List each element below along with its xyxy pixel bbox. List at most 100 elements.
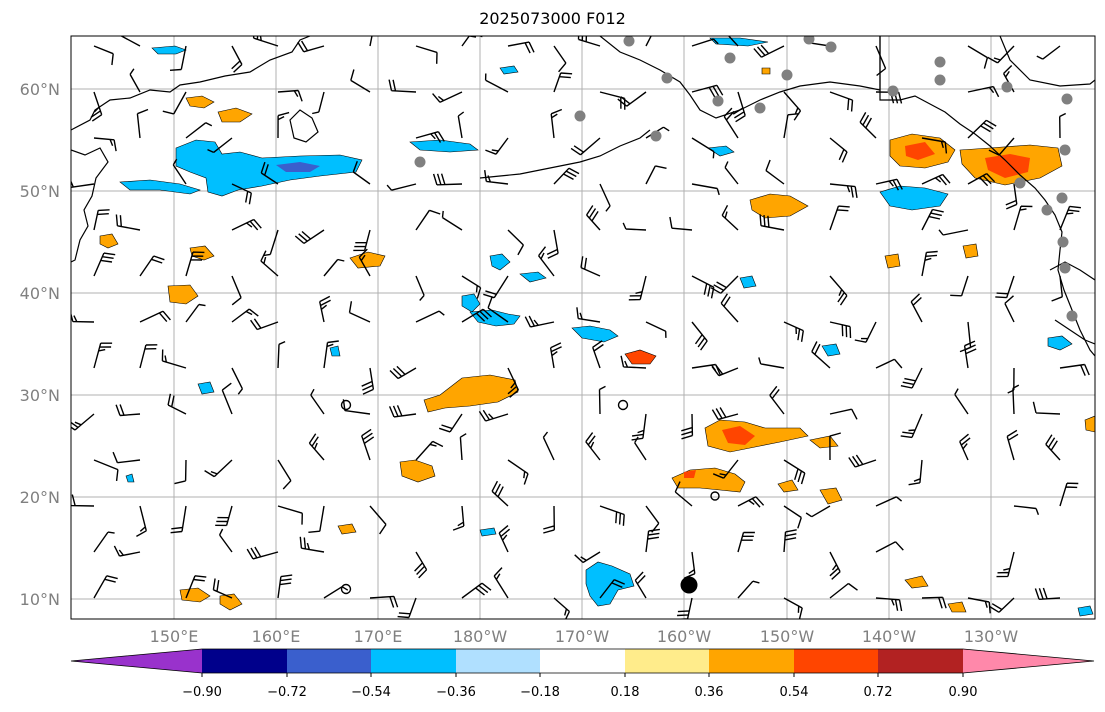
wind-barb: [758, 357, 785, 369]
wind-barb: [218, 528, 233, 553]
wind-barb: [910, 293, 923, 323]
wind-barb: [185, 122, 213, 139]
wind-barb: [294, 229, 325, 244]
wind-barb: [553, 72, 573, 93]
wind-barb: [386, 183, 417, 191]
lon-label: 180°W: [453, 627, 508, 646]
wind-barb: [599, 183, 611, 212]
wind-barb: [1059, 363, 1090, 376]
wind-barb: [461, 275, 482, 299]
wind-barb: [323, 340, 339, 369]
wind-barb: [485, 137, 509, 155]
lon-label: 170°E: [354, 627, 403, 646]
colorbar: [70, 648, 1095, 677]
wind-barb: [783, 505, 802, 529]
wind-barb: [967, 172, 996, 187]
wind-barb: [875, 91, 903, 104]
latitude-labels: 10°N 20°N 30°N 40°N 50°N 60°N: [20, 80, 60, 609]
wind-barb: [592, 340, 604, 369]
wind-barb: [185, 251, 205, 277]
wind-barb: [507, 41, 535, 54]
colorbar-tick-label: 0.36: [695, 685, 724, 700]
wind-barb: [231, 183, 252, 205]
wind-barb: [93, 252, 116, 277]
wind-barb: [769, 385, 785, 415]
wind-barb: [487, 296, 509, 323]
wind-barb: [676, 597, 693, 619]
wind-barb: [921, 208, 944, 231]
wind-barb: [389, 365, 417, 380]
wind-barb: [484, 73, 509, 93]
wind-barb: [388, 405, 417, 418]
wind-barb: [570, 137, 601, 156]
wind-barb: [829, 408, 858, 420]
wind-barb: [139, 310, 171, 323]
wind-barb: [691, 275, 715, 299]
wind-barb: [921, 250, 938, 277]
field-shading: [99, 37, 1095, 617]
wind-barb: [759, 214, 785, 231]
wind-barb: [634, 436, 647, 461]
lon-label: 160°W: [657, 627, 712, 646]
wind-barb: [783, 321, 804, 342]
wind-barb: [263, 229, 279, 257]
wind-barb: [574, 551, 601, 564]
lat-label: 60°N: [20, 80, 60, 99]
wind-barb: [720, 293, 739, 323]
wind-barb: [350, 69, 371, 93]
wind-barb: [204, 459, 233, 478]
wind-barb: [829, 551, 841, 580]
wind-barb: [996, 551, 1015, 578]
wind-barb: [348, 301, 371, 323]
wind-barb: [231, 218, 262, 231]
wind-barb: [441, 210, 463, 231]
wind-barb: [452, 505, 465, 531]
wind-barb: [727, 36, 739, 47]
wind-barb: [711, 407, 739, 421]
wind-barb: [415, 131, 445, 143]
wind-barb: [967, 45, 989, 69]
wind-barb: [361, 428, 375, 461]
wind-barb: [691, 84, 724, 98]
wind-barb: [908, 459, 923, 486]
wind-barb: [246, 546, 279, 560]
wind-barb: [712, 459, 739, 479]
wind-barb: [875, 45, 887, 77]
wind-barb: [691, 321, 708, 351]
map-frame: [70, 35, 1096, 620]
colorbar-tick-label: 0.18: [611, 685, 640, 700]
colorbar-segment: [878, 649, 963, 673]
wind-barb: [308, 433, 325, 461]
wind-barb: [1005, 183, 1018, 210]
wind-barb: [538, 246, 555, 277]
wind-barb: [369, 595, 399, 608]
wind-barb: [645, 321, 667, 338]
wind-barb: [900, 413, 923, 439]
wind-barb: [507, 459, 529, 485]
wind-barb: [546, 229, 559, 259]
wind-barb: [691, 137, 715, 159]
wind-barb: [459, 433, 467, 461]
wind-barb: [620, 355, 647, 369]
wind-barb: [900, 367, 923, 389]
wind-barb: [277, 89, 303, 102]
wind-barb: [848, 454, 877, 468]
wind-barb: [721, 204, 739, 231]
wind-barb: [995, 275, 1015, 299]
wind-barb: [461, 36, 483, 47]
wind-barb: [260, 161, 279, 185]
wind-barb: [277, 574, 293, 599]
wind-barb: [829, 321, 852, 339]
lon-label: 150°E: [150, 627, 199, 646]
gridlines: [71, 36, 1095, 619]
wind-barb: [783, 113, 800, 139]
wind-barb: [732, 91, 746, 123]
wind-barb: [875, 358, 903, 369]
wind-barb: [691, 38, 719, 47]
wind-barb: [524, 315, 555, 328]
colorbar-tick-label: −0.90: [182, 685, 222, 700]
wind-barb: [645, 36, 652, 47]
wind-barb: [921, 173, 951, 186]
wind-barb: [875, 541, 904, 553]
wind-barb: [415, 310, 445, 323]
